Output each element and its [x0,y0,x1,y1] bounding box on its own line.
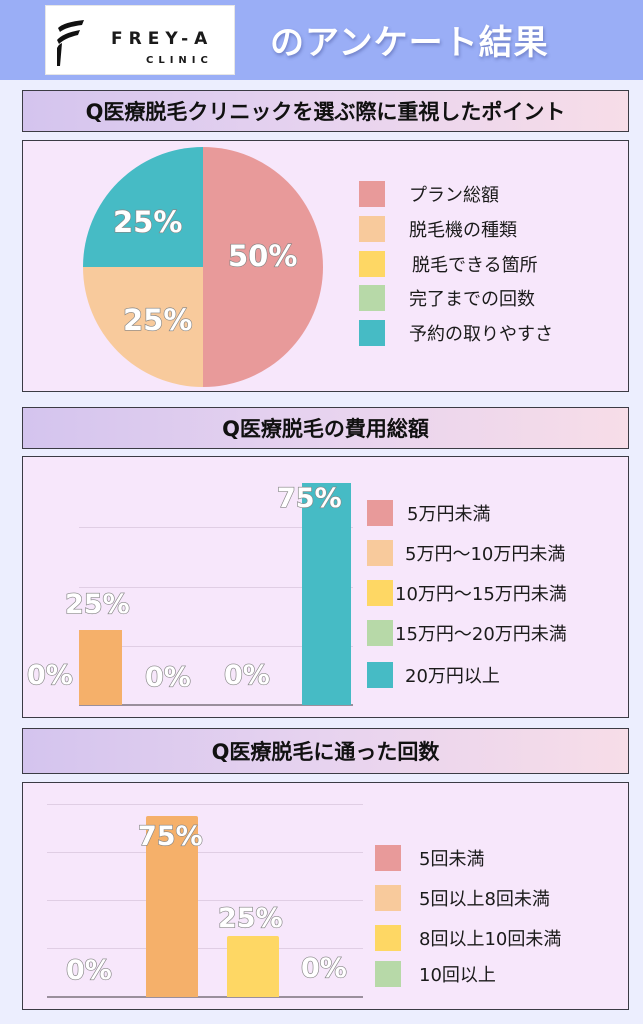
legend-swatch [367,580,393,606]
bar-label: 0% [65,954,112,986]
gridline [47,900,363,901]
legend-swatch [375,845,401,871]
legend-label: 20万円以上 [405,666,500,687]
visits-bar-chart-panel: 0% 75% 25% 0% 5回未満 5回以上8回未満 8回以上10回未満 10… [22,782,629,1010]
x-axis [79,704,353,706]
legend-item: 15万円〜20万円未満 [367,620,567,646]
legend-item: 完了までの回数 [359,285,535,311]
legend-swatch [375,961,401,987]
gridline [47,852,363,853]
legend-swatch [359,216,385,242]
logo-subtitle: CLINIC [146,55,213,66]
legend-label: 完了までの回数 [409,289,535,310]
legend-label: 10回以上 [419,965,496,986]
legend-item: 予約の取りやすさ [359,320,553,346]
bar-label: 75% [137,820,203,852]
bar-20man-plus [302,483,351,705]
cost-bar-chart-panel: 0% 25% 0% 0% 75% 5万円未満 5万円〜10万円未満 10万円〜1… [22,456,629,718]
pie-label-50: 50% [227,238,298,273]
legend-label: 5回以上8回未満 [419,889,550,910]
legend-label: 5回未満 [419,849,485,870]
gridline [79,587,353,588]
legend-item: 5万円〜10万円未満 [367,540,565,566]
legend-item: 10万円〜15万円未満 [367,580,567,606]
clinic-logo: FREY-A CLINIC [45,5,235,75]
legend-item: 10回以上 [375,961,496,987]
legend-item: 5万円未満 [367,500,490,526]
pie-chart-panel: 50% 25% 25% プラン総額 脱毛機の種類 脱毛できる箇所 完了までの回数… [22,140,629,392]
legend-swatch [367,662,393,688]
pie-slice-machine-type [83,267,203,387]
legend-label: 15万円〜20万円未満 [395,624,567,645]
legend-label: 8回以上10回未満 [419,929,562,950]
x-axis [47,996,363,998]
legend-item: 5回以上8回未満 [375,885,550,911]
legend-item: 脱毛機の種類 [359,216,517,242]
legend-swatch [375,925,401,951]
bar-label: 0% [144,661,191,693]
legend-label: プラン総額 [409,185,499,206]
bar-label: 0% [223,659,270,691]
legend-swatch [359,181,385,207]
bar-5-8-visits [146,816,198,997]
legend-swatch [359,320,385,346]
legend-item: 20万円以上 [367,662,500,688]
page-title: のアンケート結果 [270,23,549,63]
gridline [79,527,353,528]
bar-label: 0% [26,659,73,691]
pie-slice-booking-ease [83,147,203,267]
legend-item: 5回未満 [375,845,484,871]
bar-5-10man [79,630,122,705]
bar-8-10-visits [227,936,279,997]
logo-name: FREY-A [111,29,214,49]
legend-label: 5万円未満 [407,504,491,525]
legend-item: プラン総額 [359,181,499,207]
gridline [47,948,363,949]
legend-item: 脱毛できる箇所 [359,251,538,277]
question-heading-1: Q医療脱毛クリニックを選ぶ際に重視したポイント [22,90,629,132]
legend-label: 5万円〜10万円未満 [405,544,566,565]
logo-f-icon [57,20,84,66]
legend-item: 8回以上10回未満 [375,925,561,951]
pie-label-25-peach: 25% [122,302,193,337]
pie-slice-plan-total [203,147,323,387]
legend-swatch [375,885,401,911]
bar-label: 0% [300,952,347,984]
gridline [79,646,353,647]
legend-label: 予約の取りやすさ [409,324,553,345]
legend-label: 脱毛できる箇所 [412,255,538,276]
bar-label: 25% [64,588,130,620]
gridline [47,804,363,805]
legend-label: 脱毛機の種類 [409,220,517,241]
legend-label: 10万円〜15万円未満 [395,584,567,605]
pie-label-25-teal: 25% [112,204,183,239]
bar-label: 75% [276,482,342,514]
legend-swatch [367,540,393,566]
legend-swatch [367,620,393,646]
header-banner: FREY-A CLINIC のアンケート結果 [0,0,643,80]
pie-chart [83,147,323,387]
question-heading-2: Q医療脱毛の費用総額 [22,407,629,449]
legend-swatch [359,251,385,277]
legend-swatch [367,500,393,526]
question-heading-3: Q医療脱毛に通った回数 [22,728,629,774]
bar-label: 25% [217,902,283,934]
legend-swatch [359,285,385,311]
